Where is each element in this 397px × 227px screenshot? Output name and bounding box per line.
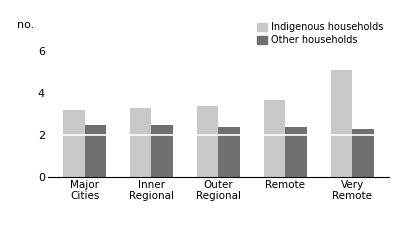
Bar — [285, 127, 306, 177]
Bar — [130, 108, 152, 177]
Bar — [63, 110, 85, 177]
Bar — [264, 99, 285, 177]
Bar — [152, 125, 173, 177]
Bar — [197, 106, 218, 177]
Text: no.: no. — [17, 20, 34, 30]
Bar — [85, 125, 106, 177]
Bar — [352, 129, 374, 177]
Bar — [331, 70, 352, 177]
Legend: Indigenous households, Other households: Indigenous households, Other households — [256, 21, 384, 46]
Bar — [218, 127, 240, 177]
